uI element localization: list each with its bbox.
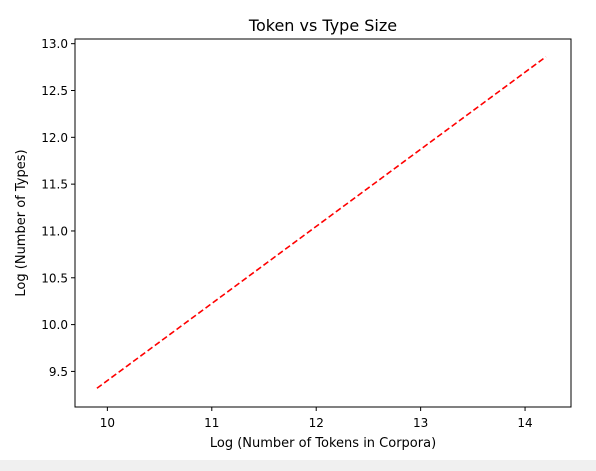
x-tick-label: 13 <box>413 416 428 430</box>
y-axis-ticks: 9.5 10.0 10.5 11.0 11.5 12.0 12.5 13.0 <box>41 37 75 379</box>
y-tick-label: 12.5 <box>41 84 68 98</box>
x-tick-label: 10 <box>100 416 115 430</box>
chart-title: Token vs Type Size <box>248 16 397 35</box>
y-tick-label: 10.0 <box>41 318 68 332</box>
plot-area <box>96 56 547 389</box>
series-line-0 <box>96 56 547 389</box>
y-axis-label: Log (Number of Types) <box>14 149 29 296</box>
y-tick-label: 11.0 <box>41 224 68 238</box>
window-bottom-strip <box>0 460 596 471</box>
x-tick-label: 11 <box>204 416 219 430</box>
chart-figure: Token vs Type Size 10 11 12 13 14 9.5 10.0 10.… <box>0 16 596 471</box>
x-tick-label: 12 <box>309 416 324 430</box>
chart-svg: Token vs Type Size 10 11 12 13 14 9.5 10.0 10.… <box>14 16 572 451</box>
y-tick-label: 10.5 <box>41 271 68 285</box>
y-tick-label: 13.0 <box>41 37 68 51</box>
x-axis-label: Log (Number of Tokens in Corpora) <box>210 436 436 451</box>
y-tick-label: 11.5 <box>41 178 68 192</box>
y-tick-label: 9.5 <box>49 365 68 379</box>
x-tick-label: 14 <box>517 416 532 430</box>
axes-frame <box>74 38 572 408</box>
y-tick-label: 12.0 <box>41 131 68 145</box>
x-axis-ticks: 10 11 12 13 14 <box>100 407 533 430</box>
